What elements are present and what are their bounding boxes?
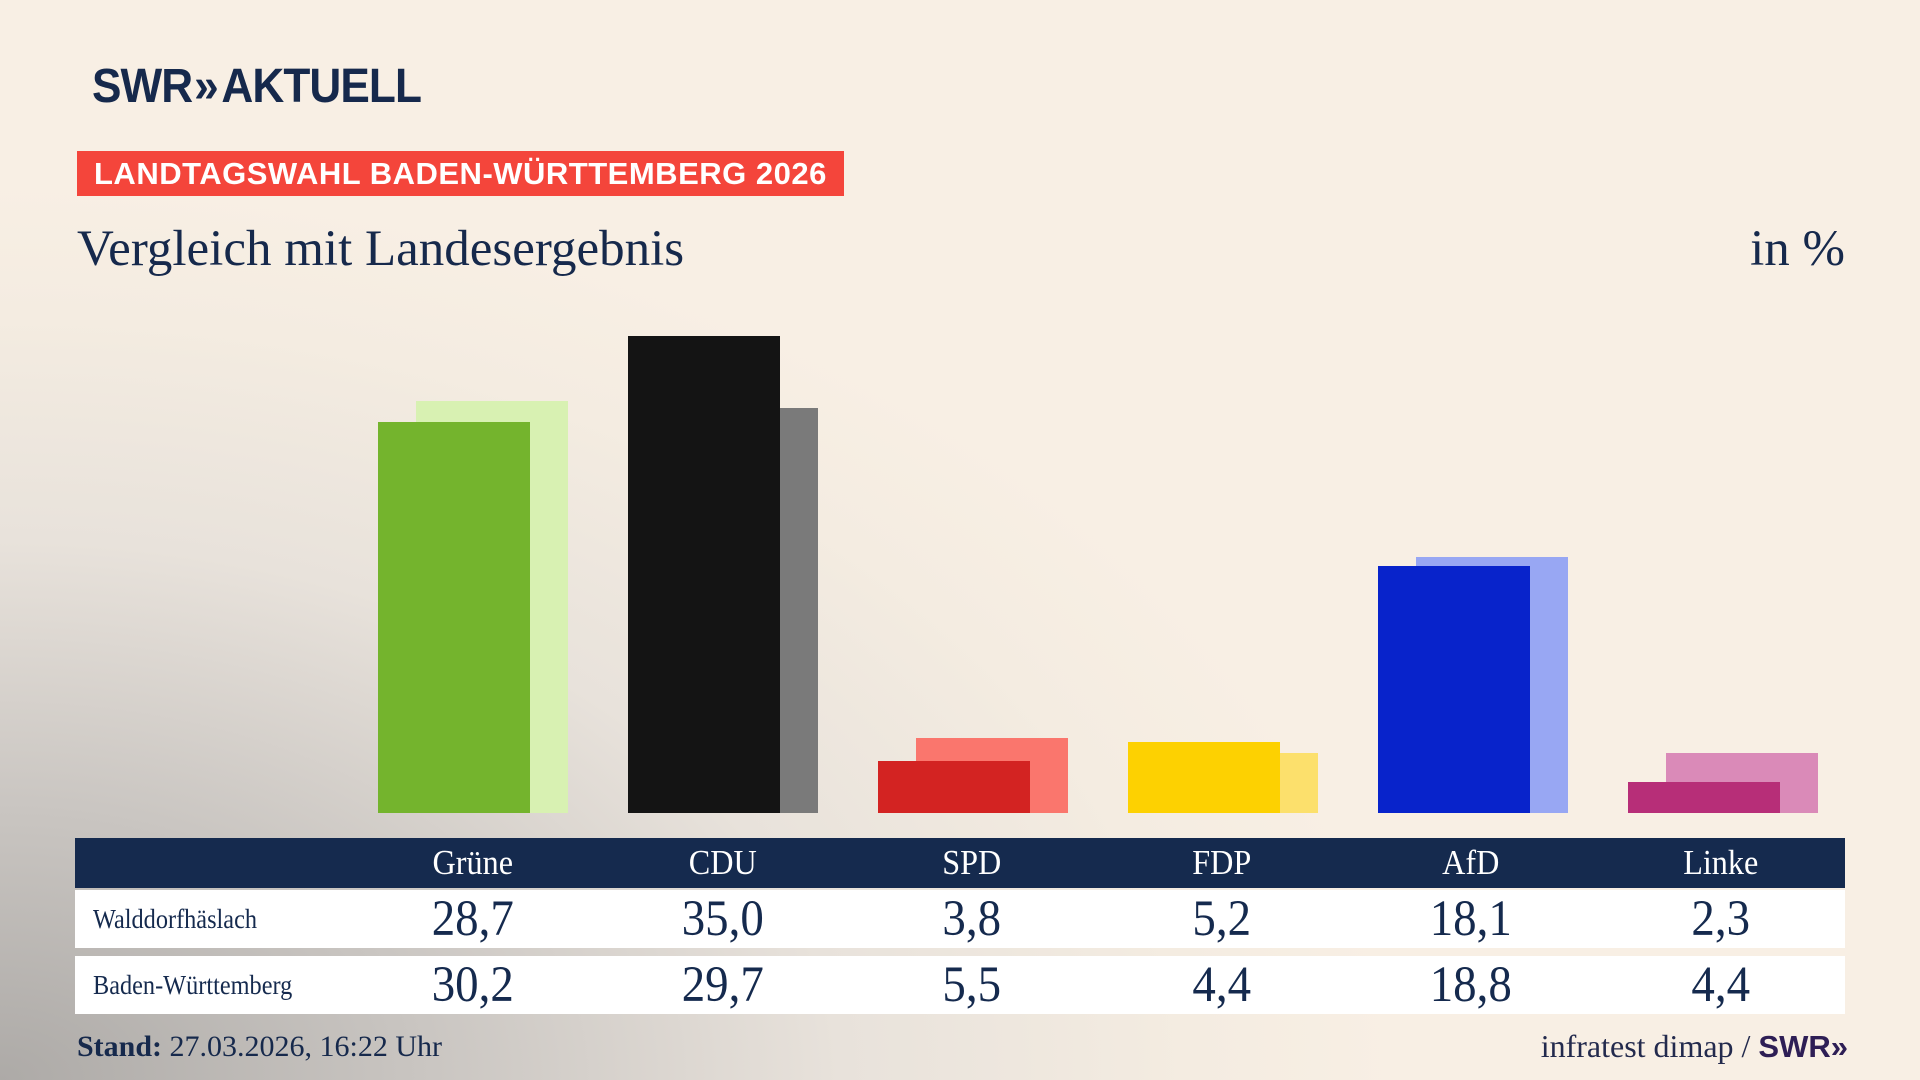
- cell-value: 30,2: [431, 957, 514, 1013]
- cell-value: 5,5: [942, 957, 1002, 1013]
- cell-value: 28,7: [431, 891, 514, 947]
- swr-aktuell-logo: SWR» AKTUELL: [92, 58, 422, 116]
- cell-value: 5,2: [1191, 891, 1251, 947]
- source-swr-chevrons-icon: »: [1830, 1029, 1848, 1064]
- bar-local-spd: [878, 761, 1030, 813]
- bar-local-grune: [378, 422, 530, 813]
- table-row-walddorfhaeslach: Walddorfhäslach 28,7 35,0 3,8 5,2 18,1 2…: [75, 890, 1845, 948]
- source-credit: infratest dimap / SWR»: [1540, 1028, 1848, 1065]
- cell-value: 29,7: [681, 957, 764, 1013]
- bar-local-fdp: [1128, 742, 1280, 813]
- table-row-baden-wuerttemberg: Baden-Württemberg 30,2 29,7 5,5 4,4 18,8…: [75, 956, 1845, 1014]
- cell-value: 4,4: [1191, 957, 1251, 1013]
- source-swr-text: SWR: [1758, 1029, 1831, 1064]
- col-header-cdu: CDU: [688, 843, 757, 882]
- bar-local-linke: [1628, 782, 1780, 813]
- timestamp: Stand: 27.03.2026, 16:22 Uhr: [77, 1030, 442, 1064]
- timestamp-label: Stand:: [77, 1030, 163, 1063]
- timestamp-value: 27.03.2026, 16:22 Uhr: [162, 1030, 443, 1063]
- row-label: Walddorfhäslach: [93, 903, 258, 934]
- cell-value: 18,1: [1429, 891, 1512, 947]
- cell-value: 35,0: [681, 891, 764, 947]
- table-header-row: Grüne CDU SPD FDP AfD Linke: [75, 838, 1845, 888]
- col-header-linke: Linke: [1682, 843, 1758, 882]
- chart-title: Vergleich mit Landesergebnis: [77, 221, 685, 277]
- bar-local-afd: [1378, 566, 1530, 813]
- cell-value: 4,4: [1690, 957, 1750, 1013]
- logo-product-text: AKTUELL: [221, 60, 422, 113]
- election-badge: LANDTAGSWAHL BADEN-WÜRTTEMBERG 2026: [77, 151, 844, 196]
- bar-local-cdu: [628, 336, 780, 813]
- results-table: Grüne CDU SPD FDP AfD Linke Walddorfhäsl…: [75, 838, 1845, 1014]
- cell-value: 2,3: [1690, 891, 1750, 947]
- row-label: Baden-Württemberg: [93, 969, 293, 1000]
- col-header-grune: Grüne: [432, 843, 513, 882]
- logo-chevrons-icon: »: [194, 60, 219, 113]
- source-text: infratest dimap /: [1540, 1028, 1759, 1064]
- col-header-fdp: FDP: [1191, 843, 1251, 882]
- col-header-afd: AfD: [1442, 843, 1500, 882]
- col-header-spd: SPD: [942, 843, 1002, 882]
- logo-swr-text: SWR: [92, 60, 193, 113]
- source-swr-logo: SWR»: [1758, 1029, 1848, 1064]
- unit-label: in %: [1750, 221, 1845, 277]
- cell-value: 18,8: [1429, 957, 1512, 1013]
- cell-value: 3,8: [942, 891, 1002, 947]
